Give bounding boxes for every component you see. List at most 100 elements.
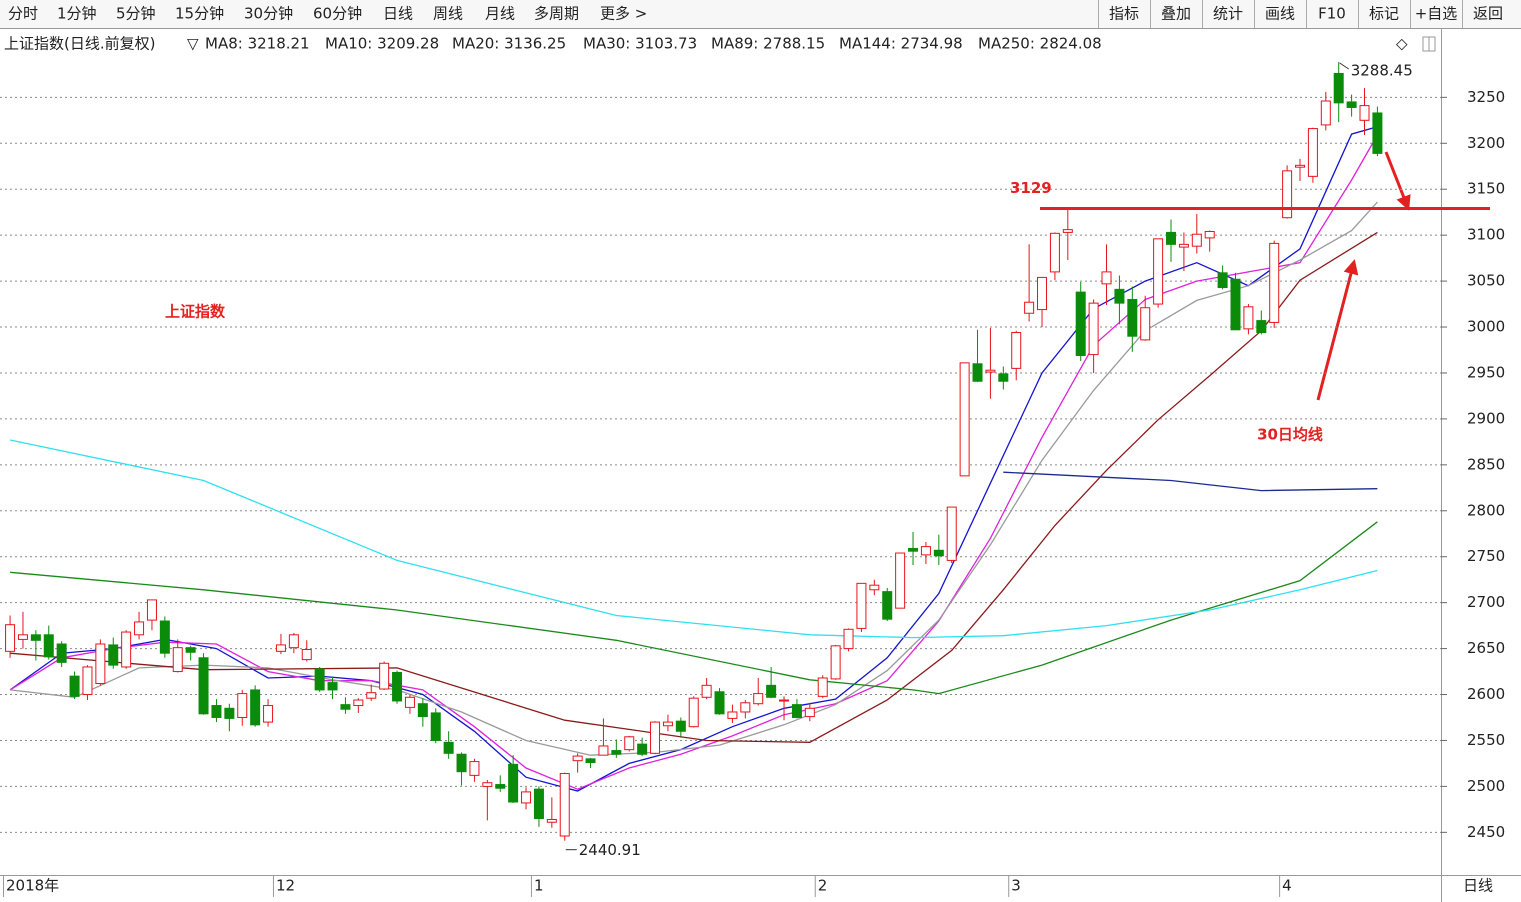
candle-body [275,644,286,652]
candle-body [1153,238,1164,305]
candle-body [508,763,519,803]
candle-body [998,373,1009,382]
candle-body [340,704,351,710]
y-tick-label: 3200 [1467,134,1505,152]
candle-body [1372,112,1383,154]
period-tab[interactable]: 日线 [383,5,413,23]
candle-body [1191,233,1202,247]
candle-body [1269,242,1280,323]
legend-entry: MA89: 2788.15 [711,35,825,53]
period-tab[interactable]: 周线 [433,5,463,23]
legend-entry: MA144: 2734.98 [839,35,963,53]
toolbar-button[interactable]: 指标 [1109,5,1139,23]
candle-body [250,689,261,726]
candle-body [920,546,931,556]
period-tab[interactable]: 15分钟 [175,5,224,23]
period-tab[interactable]: 更多 > [600,5,647,23]
candle-body [804,707,815,718]
toolbar-button[interactable]: 统计 [1213,5,1243,23]
candle-body [895,552,906,609]
y-tick-label: 2450 [1467,823,1505,841]
ma-line [10,201,1378,756]
candle-body [1359,105,1370,121]
candle-body [1217,272,1228,289]
y-tick-label: 3150 [1467,180,1505,198]
toolbar-button[interactable]: +自选 [1415,5,1458,23]
candle-body [1178,243,1189,248]
candle-body [585,758,596,764]
ma-line [9,134,1378,790]
candle-body [30,634,41,641]
candle-body [714,691,725,715]
candle-body [791,704,802,718]
candle-body [727,711,738,719]
x-tick-label: 4 [1282,877,1292,895]
candle-body [95,643,106,684]
settings-icon[interactable]: ◇ [1396,35,1408,53]
toolbar-button[interactable]: F10 [1318,5,1346,23]
candle-body [224,707,235,719]
candle-body [753,693,764,705]
candle-body [662,721,673,727]
y-tick-label: 2600 [1467,685,1505,703]
candle-body [701,684,712,698]
candle-body [1088,302,1099,356]
candle-body [1062,229,1073,233]
candle-body [82,666,93,696]
y-tick-label: 3100 [1467,226,1505,244]
x-tick-label: 2 [818,877,828,895]
candle-body [1346,101,1357,108]
candle-body [985,369,996,373]
candle-body [959,362,970,477]
candle-body [482,782,493,787]
toolbar-button[interactable]: 返回 [1473,5,1503,23]
candle-body [443,741,454,754]
legend-entry: MA20: 3136.25 [452,35,566,53]
candle-body [1049,232,1060,273]
high-label: 3288.45 [1351,62,1413,80]
candle-body [843,628,854,650]
period-tab[interactable]: 60分钟 [313,5,362,23]
candle-body [353,699,364,707]
toolbar-button[interactable]: 叠加 [1161,5,1191,23]
candle-body [1320,100,1331,126]
period-tab[interactable]: 30分钟 [244,5,293,23]
legend-toggle[interactable]: ▽ [187,35,199,53]
y-tick-label: 2900 [1467,409,1505,427]
toolbar-button[interactable]: 画线 [1265,5,1295,23]
candle-body [404,696,415,708]
candle-body [933,549,944,557]
candle-body [546,818,557,823]
candle-body [1075,291,1086,357]
y-tick-label: 2950 [1467,363,1505,381]
candle-body [972,363,983,382]
candle-body [882,591,893,620]
candle-body [237,693,248,718]
y-tick-label: 2750 [1467,547,1505,565]
candle-body [1101,271,1112,285]
candle-body [533,788,544,820]
period-tab[interactable]: 5分钟 [116,5,156,23]
candle-body [830,645,841,680]
period-tab[interactable]: 多周期 [534,5,579,23]
candle-body [430,712,441,741]
y-tick-label: 3250 [1467,88,1505,106]
legend-entry: MA8: 3218.21 [205,35,310,53]
candle-body [1256,320,1267,334]
legend-entry: MA250: 2824.08 [978,35,1102,53]
candle-body [637,743,648,755]
candle-body [1024,301,1035,314]
toolbar-button[interactable]: 标记 [1369,5,1399,23]
candle-body [740,702,751,713]
level-label: 3129 [1010,179,1052,197]
candle-body [456,753,467,773]
period-tab[interactable]: 分时 [8,5,38,23]
period-label: 日线 [1463,877,1493,895]
candle-body [314,668,325,691]
x-tick-label: 2018年 [6,877,59,895]
candle-body [417,703,428,718]
period-tab[interactable]: 月线 [485,5,515,23]
legend-entry: MA30: 3103.73 [583,35,697,53]
period-tab[interactable]: 1分钟 [57,5,97,23]
chart-title: 上证指数(日线.前复权) [4,35,155,53]
